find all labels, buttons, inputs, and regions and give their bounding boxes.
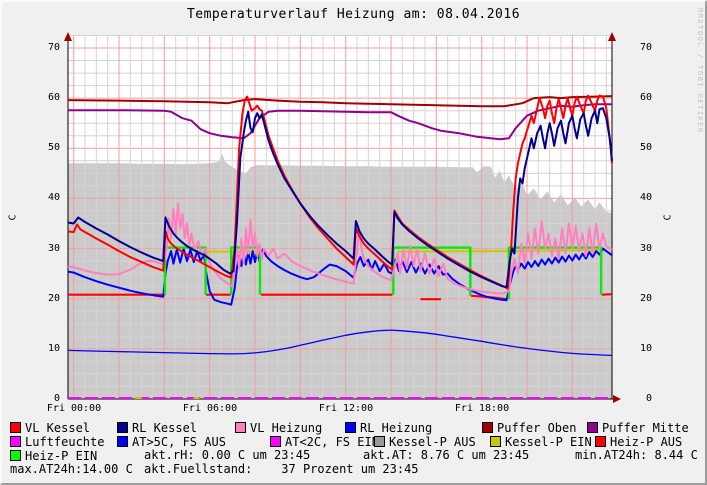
y-tick-label-right: 50: [639, 142, 652, 153]
x-tick-label: Fri 06:00: [182, 403, 238, 414]
legend-swatch: [482, 422, 493, 433]
series-puffer-oben: [68, 95, 613, 108]
y-axis-unit-right: C: [662, 214, 674, 221]
legend-label: akt.rH: 0.00 C um 23:45: [144, 448, 311, 462]
legend-label: RL Kessel: [132, 421, 198, 435]
legend-label: Heiz-P AUS: [610, 435, 683, 449]
series-at-aussentemperatur-: [68, 329, 613, 357]
legend-stat: akt.Fuellstand: 37 Prozent um 23:45: [144, 463, 419, 476]
legend-swatch: [117, 436, 128, 447]
legend-item: AT<2C, FS EIN: [270, 435, 379, 449]
y-tick-label-left: 10: [47, 343, 60, 354]
legend-row: Luftfeuchte AT>5C, FS AUS AT<2C, FS EIN Kes…: [2, 435, 705, 449]
series-kessel-p-ein: [205, 249, 600, 253]
legend-swatch: [490, 436, 501, 447]
y-axis-arrow-right: [608, 32, 616, 41]
y-axis-arrow-left: [64, 32, 72, 41]
y-tick-label-left: 0: [53, 393, 60, 404]
series-puffer-mitte: [68, 103, 612, 141]
legend-item: Kessel-P AUS: [374, 435, 476, 449]
legend-swatch: [10, 436, 21, 447]
legend-item: VL Heizung: [235, 421, 322, 435]
legend-item: RL Kessel: [117, 421, 197, 435]
legend-swatch: [235, 422, 246, 433]
legend-swatch: [270, 436, 281, 447]
legend-swatch: [117, 422, 128, 433]
legend-item: VL Kessel: [10, 421, 90, 435]
legend-stat: max.AT24h:14.00 C: [10, 463, 133, 476]
y-tick-label-left: 60: [47, 92, 60, 103]
legend-label: Puffer Oben: [497, 421, 577, 435]
legend-row: VL Kessel RL Kessel VL Heizung RL Heizung Pu…: [2, 421, 705, 435]
legend-stat: min.AT24h: 8.44 C: [575, 449, 698, 462]
y-tick-label-right: 40: [639, 192, 652, 203]
legend-item: Luftfeuchte: [10, 435, 104, 449]
legend-label: max.AT24h:14.00 C: [10, 462, 133, 476]
y-tick-label-right: 10: [639, 343, 652, 354]
y-tick-label-right: 60: [639, 92, 652, 103]
x-tick-label: Fri 18:00: [454, 403, 510, 414]
x-tick-label: Fri 00:00: [46, 403, 102, 414]
legend-label: VL Heizung: [250, 421, 323, 435]
legend-swatch: [10, 450, 21, 461]
legend-label: AT>5C, FS AUS: [132, 435, 226, 449]
legend-row: max.AT24h:14.00 C akt.Fuellstand: 37 Proz…: [2, 463, 705, 477]
y-tick-label-left: 50: [47, 142, 60, 153]
legend-label: min.AT24h: 8.44 C: [575, 448, 698, 462]
legend-swatch: [345, 422, 356, 433]
y-tick-label-left: 20: [47, 293, 60, 304]
legend-label: AT<2C, FS EIN: [285, 435, 379, 449]
x-axis-arrow: [613, 395, 621, 403]
legend-swatch: [587, 422, 598, 433]
legend-label: Puffer Mitte: [602, 421, 689, 435]
legend-item: AT>5C, FS AUS: [117, 435, 226, 449]
legend-item: Puffer Mitte: [587, 421, 689, 435]
y-tick-label-right: 0: [645, 393, 652, 404]
legend-row: Heiz-P EIN akt.rH: 0.00 C um 23:45 akt.AT:…: [2, 449, 705, 463]
legend-label: Kessel-P EIN: [505, 435, 592, 449]
legend-item: Puffer Oben: [482, 421, 576, 435]
series-area-fuellstand: [68, 154, 612, 399]
legend-item: Heiz-P EIN: [10, 449, 97, 463]
y-tick-label-right: 20: [639, 293, 652, 304]
legend-swatch: [374, 436, 385, 447]
legend-label: RL Heizung: [360, 421, 433, 435]
y-tick-label-right: 70: [639, 42, 652, 53]
y-tick-label-left: 30: [47, 243, 60, 254]
legend-label: Luftfeuchte: [25, 435, 105, 449]
x-tick-label: Fri 12:00: [318, 403, 374, 414]
legend-item: Heiz-P AUS: [595, 435, 682, 449]
legend-label: akt.AT: 8.76 C um 23:45: [363, 448, 530, 462]
legend-label: akt.Fuellstand: 37 Prozent um 23:45: [144, 462, 419, 476]
series-rl-kessel: [68, 107, 613, 289]
legend-item: Kessel-P EIN: [490, 435, 592, 449]
rrdtool-watermark: RRDTOOL / TOBI OETIKER: [696, 8, 704, 134]
y-tick-label-right: 30: [639, 243, 652, 254]
y-tick-label-left: 70: [47, 42, 60, 53]
y-tick-label-left: 40: [47, 192, 60, 203]
y-axis-unit-left: C: [7, 214, 19, 221]
chart-title: Temperaturverlauf Heizung am: 08.04.2016: [186, 7, 521, 22]
legend-item: RL Heizung: [345, 421, 432, 435]
legend-swatch: [595, 436, 606, 447]
legend-stat: akt.rH: 0.00 C um 23:45: [144, 449, 310, 462]
legend-swatch: [10, 422, 21, 433]
legend-stat: akt.AT: 8.76 C um 23:45: [363, 449, 529, 462]
legend-label: Heiz-P EIN: [25, 449, 98, 463]
legend-label: VL Kessel: [25, 421, 91, 435]
legend-label: Kessel-P AUS: [389, 435, 476, 449]
